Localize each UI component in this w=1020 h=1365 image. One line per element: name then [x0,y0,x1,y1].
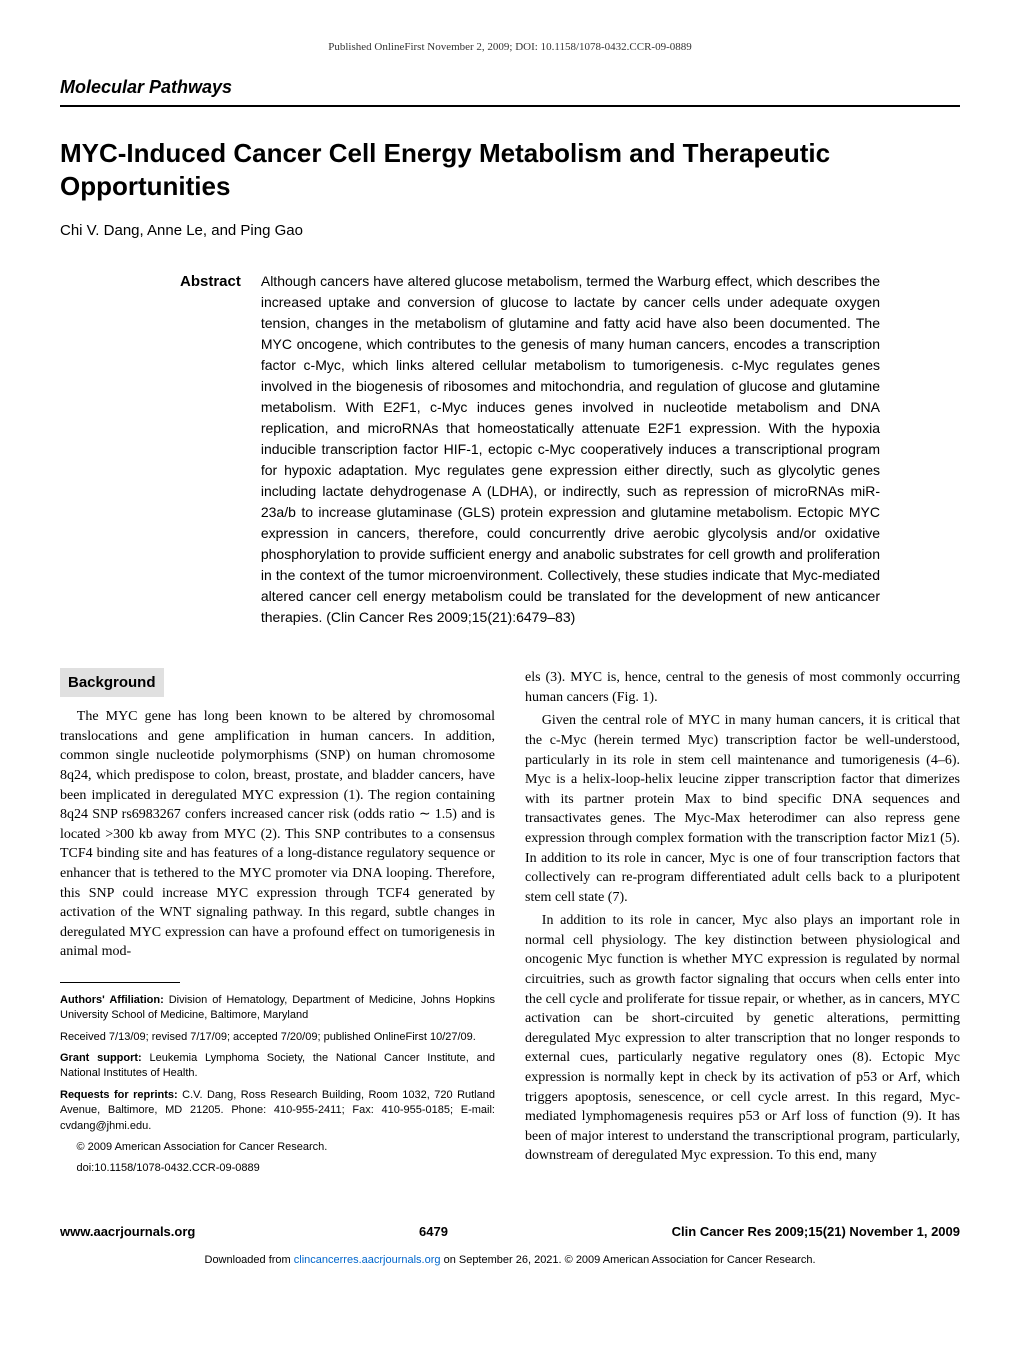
affiliation-label: Authors' Affiliation: [60,994,164,1006]
publication-banner: Published OnlineFirst November 2, 2009; … [60,40,960,55]
section-label: Molecular Pathways [60,75,960,106]
download-note: Downloaded from clincancerres.aacrjourna… [60,1253,960,1268]
footer-left: www.aacrjournals.org [60,1223,195,1241]
abstract-text: Although cancers have altered glucose me… [261,271,880,628]
footnote-received: Received 7/13/09; revised 7/17/09; accep… [60,1030,495,1045]
footnote-copyright: © 2009 American Association for Cancer R… [60,1140,495,1155]
authors: Chi V. Dang, Anne Le, and Ping Gao [60,220,960,241]
body-columns: Background The MYC gene has long been kn… [60,668,960,1183]
paragraph: Given the central role of MYC in many hu… [525,711,960,907]
footnote-reprints: Requests for reprints: C.V. Dang, Ross R… [60,1088,495,1134]
article-title: MYC-Induced Cancer Cell Energy Metabolis… [60,137,960,205]
download-post: on September 26, 2021. © 2009 American A… [441,1254,816,1266]
page-footer: www.aacrjournals.org 6479 Clin Cancer Re… [60,1223,960,1241]
footnote-doi: doi:10.1158/1078-0432.CCR-09-0889 [60,1161,495,1176]
background-heading: Background [60,668,164,697]
footer-center: 6479 [419,1223,448,1241]
paragraph: The MYC gene has long been known to be a… [60,707,495,962]
download-link[interactable]: clincancerres.aacrjournals.org [294,1254,441,1266]
abstract-label: Abstract [180,271,241,628]
paragraph: els (3). MYC is, hence, central to the g… [525,668,960,707]
abstract-block: Abstract Although cancers have altered g… [180,271,880,628]
footnote-separator [60,982,180,983]
footnote-grant: Grant support: Leukemia Lymphoma Society… [60,1051,495,1082]
download-pre: Downloaded from [205,1254,294,1266]
grant-label: Grant support: [60,1052,142,1064]
reprints-label: Requests for reprints: [60,1089,178,1101]
footer-right: Clin Cancer Res 2009;15(21) November 1, … [672,1223,960,1241]
paragraph: In addition to its role in cancer, Myc a… [525,911,960,1166]
footnote-affiliation: Authors' Affiliation: Division of Hemato… [60,993,495,1024]
